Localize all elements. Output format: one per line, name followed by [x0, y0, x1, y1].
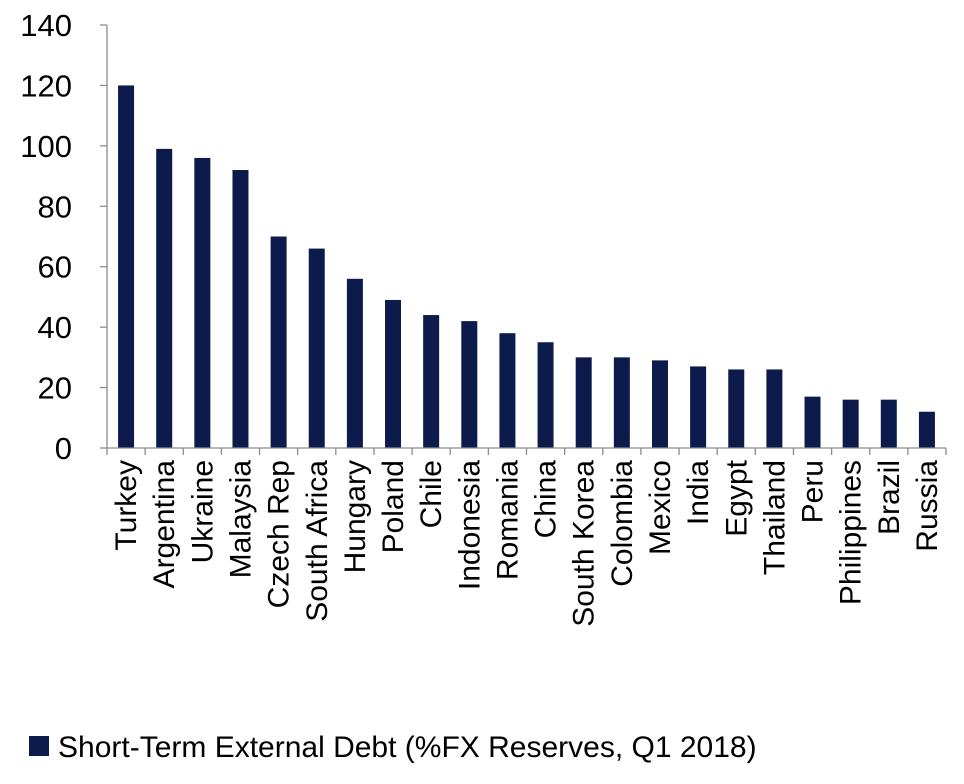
bar-colombia	[613, 357, 630, 448]
y-axis: 0 20 40 60 80 100 120 140	[20, 8, 108, 466]
x-category-label: South Korea	[568, 460, 601, 627]
x-category-label: Romania	[491, 460, 524, 580]
x-category-label: Chile	[415, 460, 448, 528]
x-category-label: Indonesia	[453, 460, 486, 590]
y-tick-label: 20	[38, 371, 72, 406]
bar-poland	[385, 299, 402, 448]
x-category-label: Thailand	[758, 460, 791, 575]
bar-malaysia	[232, 170, 249, 448]
y-tick-label: 0	[55, 431, 72, 466]
x-category-label: Turkey	[110, 460, 143, 551]
x-category-label: South Africa	[301, 460, 334, 622]
x-category-label: Colombia	[606, 460, 639, 587]
x-category-label: Poland	[377, 460, 410, 553]
bar-romania	[499, 333, 516, 448]
x-category-label: Russia	[911, 460, 944, 552]
bar-mexico	[651, 360, 668, 448]
x-category-label: Peru	[797, 460, 830, 523]
bar-china	[537, 342, 554, 448]
bar-philippines	[842, 399, 859, 448]
bar-peru	[804, 396, 821, 448]
y-tick-label: 40	[38, 310, 72, 345]
x-category-label: Philippines	[835, 460, 868, 605]
x-axis: Turkey Argentina Ukraine Malaysia Czech Rep S…	[106, 447, 947, 627]
y-tick-label: 120	[20, 68, 72, 103]
x-category-label: Mexico	[644, 460, 677, 555]
bar-argentina	[156, 148, 173, 448]
y-tick-label: 60	[38, 250, 72, 285]
bar-egypt	[728, 369, 745, 448]
x-category-label: Czech Rep	[263, 460, 296, 608]
y-tick-label: 80	[38, 189, 72, 224]
y-tick-label: 100	[20, 129, 72, 164]
x-category-label: Brazil	[873, 460, 906, 535]
bar-south-korea	[575, 357, 592, 448]
bar-hungary	[346, 278, 363, 448]
y-tick-label: 140	[20, 8, 72, 43]
bar-czech-rep	[270, 236, 287, 448]
bar-indonesia	[461, 321, 478, 448]
bar-chile	[423, 315, 440, 448]
x-category-label: India	[682, 460, 715, 525]
x-category-label: China	[530, 460, 563, 539]
legend-swatch	[29, 736, 49, 756]
x-category-label: Argentina	[148, 460, 181, 589]
bar-turkey	[118, 85, 135, 448]
bar-ukraine	[194, 157, 211, 448]
x-category-label: Ukraine	[186, 460, 219, 563]
x-category-label: Malaysia	[224, 460, 257, 579]
plot-area	[118, 85, 935, 448]
bar-russia	[918, 411, 935, 448]
legend-label: Short-Term External Debt (%FX Reserves, …	[58, 731, 757, 764]
bar-thailand	[766, 369, 783, 448]
legend: Short-Term External Debt (%FX Reserves, …	[29, 731, 757, 764]
bar-brazil	[880, 399, 897, 448]
bar-south-africa	[308, 248, 325, 448]
x-category-label: Hungary	[339, 460, 372, 573]
bar-india	[690, 366, 707, 448]
x-category-label: Egypt	[720, 459, 753, 536]
